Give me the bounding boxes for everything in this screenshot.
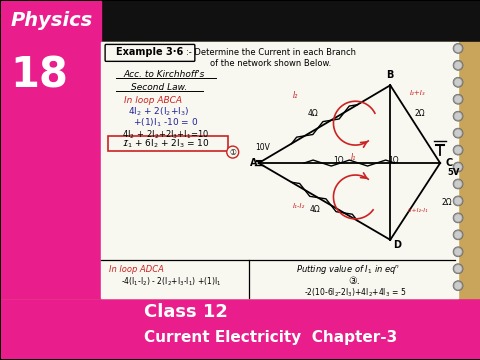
Text: 4Ω: 4Ω (310, 205, 321, 214)
Text: :- Determine the Current in each Branch: :- Determine the Current in each Branch (186, 48, 356, 57)
Text: $\mathcal{I}_1$ + 6I$_2$ + 2I$_3$ = 10: $\mathcal{I}_1$ + 6I$_2$ + 2I$_3$ = 10 (122, 138, 210, 150)
Circle shape (455, 215, 461, 221)
Circle shape (453, 196, 463, 206)
Text: 2Ω: 2Ω (415, 109, 425, 118)
Bar (101, 42, 458, 298)
Circle shape (227, 146, 239, 158)
Text: -4(I$_1$-I$_2$) - 2(I$_2$+I$_3$-I$_1$) +(1)I$_1$: -4(I$_1$-I$_2$) - 2(I$_2$+I$_3$-I$_1$) +… (120, 275, 221, 288)
Text: 18: 18 (10, 54, 68, 96)
Text: 4I$_2$ + 2I$_2$+2I$_3$+I$_1$=10: 4I$_2$ + 2I$_2$+2I$_3$+I$_1$=10 (122, 129, 210, 141)
Circle shape (453, 44, 463, 53)
Text: Putting value of I$_1$ in eq$^n$: Putting value of I$_1$ in eq$^n$ (296, 263, 400, 276)
Bar (1, 298, 480, 360)
Circle shape (455, 45, 461, 51)
Text: 5V: 5V (447, 168, 459, 177)
Circle shape (455, 249, 461, 255)
Circle shape (453, 162, 463, 172)
Circle shape (453, 281, 463, 291)
Text: Current Electricity  Chapter-3: Current Electricity Chapter-3 (144, 330, 397, 345)
Circle shape (455, 130, 461, 136)
Text: A: A (250, 158, 257, 168)
Circle shape (453, 247, 463, 257)
Circle shape (455, 79, 461, 85)
Text: Class 12: Class 12 (144, 303, 228, 321)
Circle shape (455, 113, 461, 119)
Circle shape (453, 264, 463, 274)
Text: of the network shown Below.: of the network shown Below. (210, 59, 331, 68)
Bar (1, 0, 101, 42)
Text: D: D (393, 240, 401, 250)
Text: 4Ω: 4Ω (308, 109, 319, 118)
Circle shape (455, 266, 461, 272)
Text: -2(10-6I$_2$-2I$_3$)+4I$_2$+4I$_3$ = 5: -2(10-6I$_2$-2I$_3$)+4I$_2$+4I$_3$ = 5 (304, 287, 407, 299)
Text: ③.: ③. (348, 276, 360, 286)
Text: In loop ABCA: In loop ABCA (124, 96, 182, 105)
Bar (1, 42, 480, 298)
Bar (1, 42, 101, 298)
Circle shape (455, 147, 461, 153)
Circle shape (453, 213, 463, 223)
Text: 1Ω: 1Ω (388, 156, 398, 165)
Text: Acc. to Kirchhoff's: Acc. to Kirchhoff's (123, 70, 204, 79)
Circle shape (453, 60, 463, 70)
Text: B: B (386, 70, 394, 80)
Text: 2Ω: 2Ω (442, 198, 453, 207)
Circle shape (455, 198, 461, 204)
Circle shape (455, 164, 461, 170)
Text: I₂: I₂ (292, 91, 298, 100)
Text: Physics: Physics (10, 11, 93, 30)
Circle shape (455, 181, 461, 187)
Text: +(1)I$_1$ -10 = 0: +(1)I$_1$ -10 = 0 (133, 117, 199, 129)
Circle shape (453, 77, 463, 87)
Circle shape (453, 230, 463, 240)
Bar (1, 0, 480, 42)
Circle shape (455, 62, 461, 68)
FancyBboxPatch shape (108, 136, 228, 151)
Circle shape (455, 96, 461, 102)
FancyBboxPatch shape (105, 44, 195, 61)
Circle shape (453, 145, 463, 155)
Text: C: C (445, 158, 452, 168)
Text: I₁: I₁ (350, 153, 356, 162)
Circle shape (455, 232, 461, 238)
Text: I₃+I₂-I₁: I₃+I₂-I₁ (408, 208, 429, 213)
Circle shape (453, 111, 463, 121)
Circle shape (453, 94, 463, 104)
Circle shape (453, 179, 463, 189)
Text: 10V: 10V (256, 143, 271, 152)
Text: 1Ω: 1Ω (333, 156, 344, 165)
Circle shape (455, 283, 461, 289)
Text: I₂+I₃: I₂+I₃ (410, 90, 426, 96)
Text: 4I$_2$ + 2(I$_2$+I$_3$): 4I$_2$ + 2(I$_2$+I$_3$) (128, 106, 190, 118)
Text: Second Law.: Second Law. (131, 83, 187, 92)
Text: In loop ADCA: In loop ADCA (108, 265, 164, 274)
Text: I₁-I₂: I₁-I₂ (292, 203, 305, 209)
Text: Example 3·6: Example 3·6 (116, 48, 184, 57)
Text: ①: ① (229, 148, 236, 157)
Circle shape (453, 128, 463, 138)
